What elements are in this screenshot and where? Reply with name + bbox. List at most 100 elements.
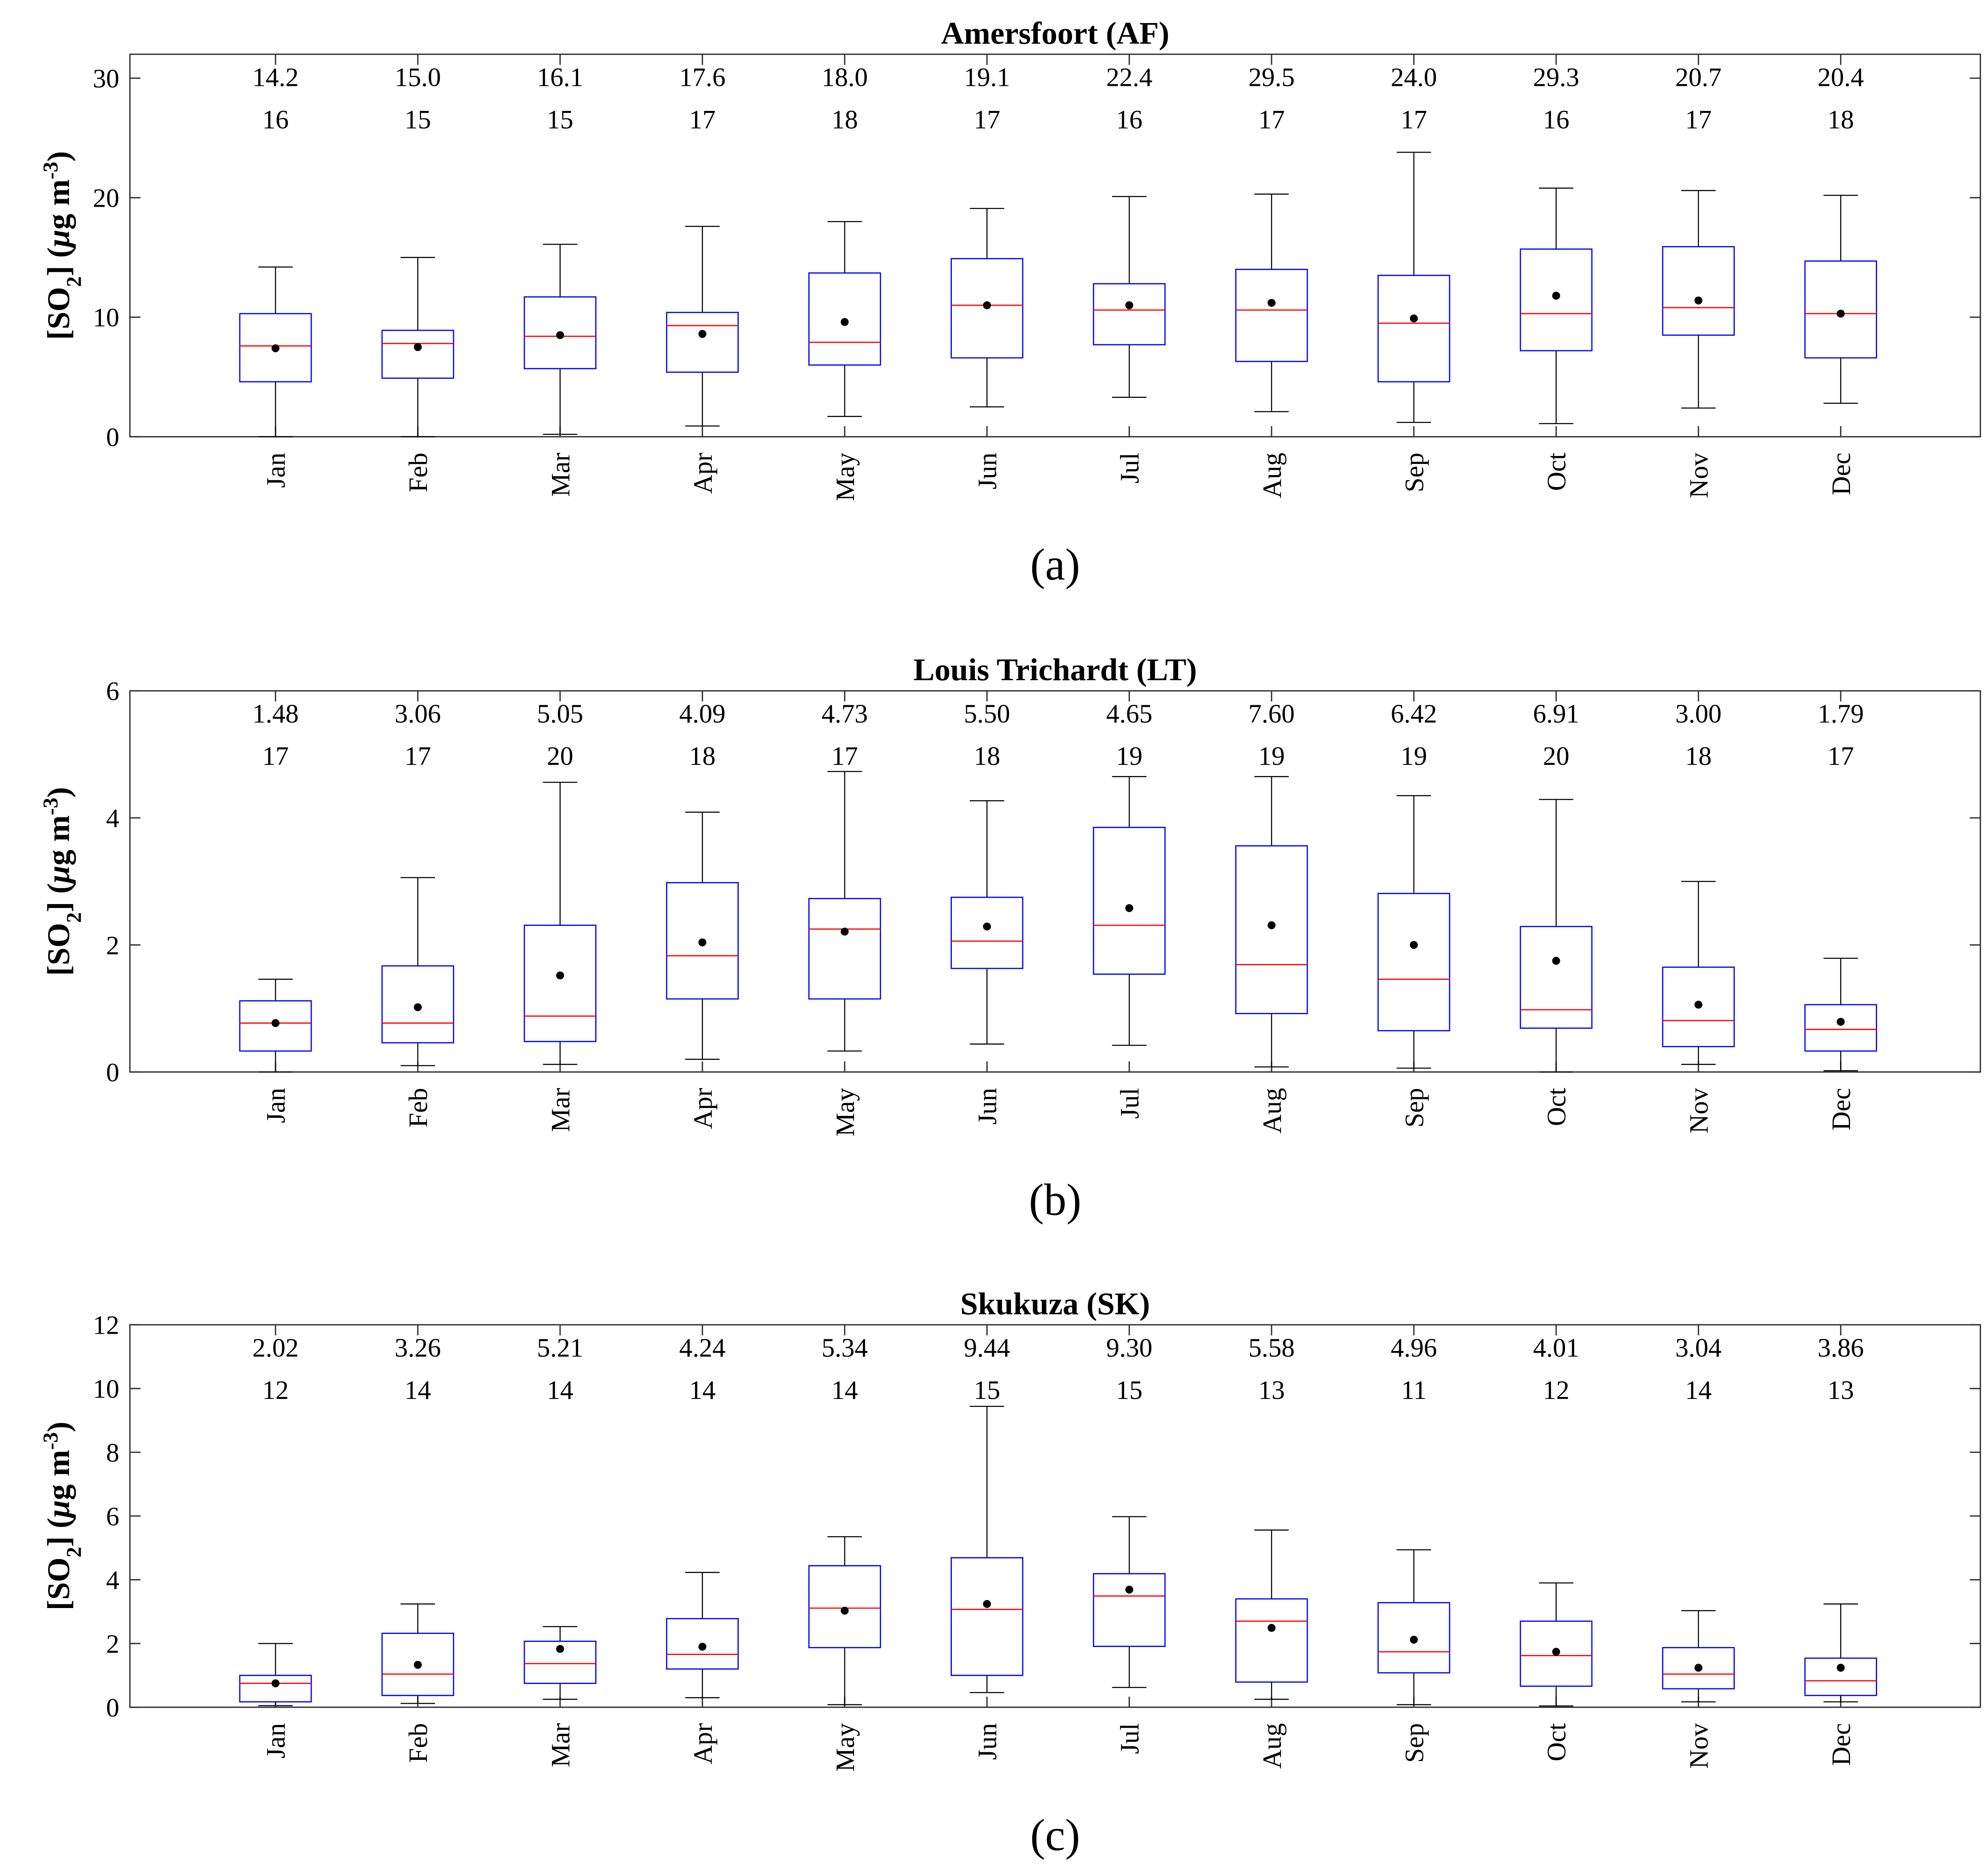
n-value-label: 13 — [1827, 1376, 1854, 1405]
max-value-label: 5.50 — [964, 700, 1010, 729]
y-tick-label: 2 — [106, 931, 119, 960]
n-value-label: 14 — [1685, 1376, 1712, 1405]
n-value-label: 16 — [262, 105, 289, 134]
max-value-label: 4.73 — [821, 700, 868, 729]
y-tick-label: 20 — [93, 184, 120, 213]
box-jun: Jun 19.1 17 — [950, 54, 1023, 489]
mean-marker — [841, 927, 849, 936]
mean-marker — [414, 343, 422, 351]
x-tick-label: Dec — [1827, 1723, 1856, 1765]
n-value-label: 12 — [1543, 1376, 1570, 1405]
box-jan: Jan 1.48 17 — [239, 691, 312, 1123]
max-value-label: 5.34 — [821, 1333, 868, 1362]
mean-marker — [1125, 301, 1134, 309]
mean-marker — [414, 1003, 422, 1011]
box-dec: Dec 1.79 17 — [1804, 691, 1877, 1131]
n-value-label: 17 — [1827, 742, 1854, 771]
max-value-label: 4.24 — [679, 1333, 726, 1362]
iqr-box — [1235, 269, 1308, 362]
n-value-label: 19 — [1116, 742, 1143, 771]
y-tick-label: 0 — [106, 423, 119, 452]
box-may: May 4.73 17 — [808, 691, 881, 1137]
max-value-label: 20.4 — [1817, 63, 1864, 92]
y-tick-label: 10 — [93, 1375, 120, 1404]
mean-marker — [1552, 956, 1560, 965]
iqr-box — [666, 312, 739, 373]
n-value-label: 17 — [974, 105, 1000, 134]
box-dec: Dec 20.4 18 — [1804, 54, 1877, 495]
n-value-label: 15 — [974, 1376, 1000, 1405]
iqr-box — [808, 1565, 881, 1649]
box-sep: Sep 24.0 17 — [1377, 54, 1450, 493]
box-aug: Aug 5.58 13 — [1235, 1325, 1308, 1769]
max-value-label: 19.1 — [964, 63, 1010, 92]
n-value-label: 17 — [1685, 105, 1712, 134]
x-tick-label: May — [831, 1723, 860, 1772]
mean-marker — [414, 1661, 422, 1669]
x-tick-label: Mar — [546, 1088, 575, 1132]
n-value-label: 17 — [689, 105, 716, 134]
mean-marker — [983, 922, 991, 931]
x-tick-label: Mar — [546, 453, 575, 497]
x-tick-label: Sep — [1400, 1723, 1429, 1763]
iqr-box — [239, 1674, 312, 1703]
x-tick-label: Aug — [1258, 1723, 1287, 1769]
box-apr: Apr 4.09 18 — [666, 691, 739, 1129]
iqr-box — [1235, 845, 1308, 1015]
y-tick-label: 6 — [106, 677, 119, 706]
max-value-label: 3.86 — [1817, 1333, 1864, 1362]
mean-marker — [1409, 1635, 1418, 1644]
x-tick-label: May — [831, 1088, 860, 1137]
x-tick-label: Jul — [1116, 453, 1145, 484]
n-value-label: 13 — [1258, 1376, 1285, 1405]
max-value-label: 6.42 — [1391, 700, 1437, 729]
box-aug: Aug 7.60 19 — [1235, 691, 1308, 1133]
y-tick-label: 6 — [106, 1502, 119, 1531]
max-value-label: 24.0 — [1391, 63, 1437, 92]
iqr-box — [1093, 1573, 1166, 1647]
x-tick-label: Sep — [1400, 453, 1429, 493]
n-value-label: 15 — [547, 105, 573, 134]
n-value-label: 17 — [831, 742, 858, 771]
mean-marker — [1268, 1624, 1276, 1632]
y-tick-label: 4 — [106, 804, 119, 833]
max-value-label: 6.91 — [1533, 700, 1580, 729]
n-value-label: 19 — [1401, 742, 1427, 771]
mean-marker — [1125, 1585, 1134, 1594]
mean-marker — [1694, 296, 1703, 305]
box-jan: Jan 2.02 12 — [239, 1325, 312, 1758]
n-value-label: 14 — [689, 1376, 716, 1405]
n-value-label: 18 — [1685, 742, 1712, 771]
iqr-box — [1662, 246, 1735, 336]
y-tick-label: 30 — [93, 64, 120, 93]
box-sep: Sep 4.96 11 — [1377, 1325, 1450, 1763]
panel-label: (c) — [1030, 1810, 1080, 1860]
box-feb: Feb 15.0 15 — [381, 54, 454, 493]
mean-marker — [556, 1645, 564, 1653]
x-tick-label: Dec — [1827, 1088, 1856, 1131]
x-tick-label: Jan — [262, 453, 291, 488]
n-value-label: 15 — [405, 105, 431, 134]
n-value-label: 17 — [405, 742, 431, 771]
y-tick-label: 0 — [106, 1694, 119, 1723]
box-nov: Nov 3.04 14 — [1662, 1325, 1735, 1769]
max-value-label: 20.7 — [1675, 63, 1722, 92]
box-dec: Dec 3.86 13 — [1804, 1325, 1877, 1766]
x-tick-label: Jul — [1116, 1723, 1145, 1754]
mean-marker — [1837, 1664, 1845, 1672]
max-value-label: 3.06 — [395, 700, 441, 729]
panel-title: Amersfoort (AF) — [941, 16, 1169, 51]
x-tick-label: Feb — [404, 453, 433, 493]
mean-marker — [841, 1606, 849, 1615]
n-value-label: 17 — [1401, 105, 1427, 134]
n-value-label: 16 — [1543, 105, 1570, 134]
max-value-label: 4.65 — [1106, 700, 1153, 729]
box-mar: Mar 5.21 14 — [524, 1325, 597, 1767]
n-value-label: 11 — [1401, 1376, 1427, 1405]
mean-marker — [556, 971, 564, 980]
x-tick-label: Oct — [1542, 1088, 1571, 1126]
mean-marker — [1409, 314, 1418, 322]
panel-label: (b) — [1029, 1175, 1081, 1225]
mean-marker — [1125, 904, 1134, 912]
